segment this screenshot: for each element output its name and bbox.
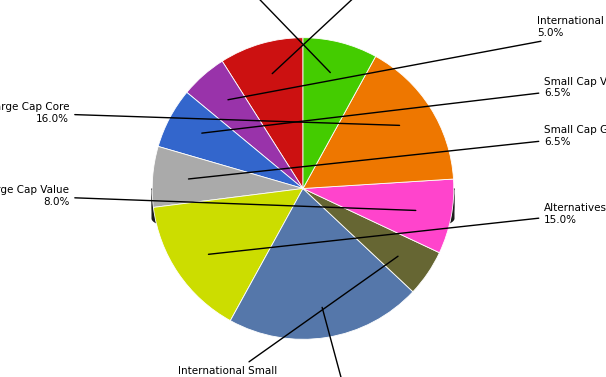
Ellipse shape — [152, 169, 454, 244]
Ellipse shape — [152, 164, 454, 239]
Ellipse shape — [152, 161, 454, 236]
Text: Small Cap Value
6.5%: Small Cap Value 6.5% — [202, 77, 606, 133]
Ellipse shape — [152, 163, 454, 238]
Wedge shape — [303, 56, 453, 188]
Wedge shape — [230, 188, 413, 339]
Ellipse shape — [152, 170, 454, 246]
Polygon shape — [152, 188, 454, 237]
Ellipse shape — [152, 165, 454, 241]
Wedge shape — [222, 38, 303, 188]
Wedge shape — [153, 188, 303, 321]
Ellipse shape — [152, 170, 454, 245]
Text: Large Cap Growth
8.0%: Large Cap Growth 8.0% — [196, 0, 330, 73]
Text: International Small Cap Equity
5.0%: International Small Cap Equity 5.0% — [228, 16, 606, 100]
Ellipse shape — [152, 158, 454, 234]
Text: International Equity
9.0%: International Equity 9.0% — [272, 0, 422, 74]
Wedge shape — [187, 61, 303, 188]
Ellipse shape — [152, 159, 454, 234]
Ellipse shape — [152, 168, 454, 244]
Ellipse shape — [152, 161, 454, 237]
Ellipse shape — [152, 167, 454, 242]
Ellipse shape — [152, 160, 454, 235]
Text: Large Cap Value
8.0%: Large Cap Value 8.0% — [0, 185, 416, 210]
Text: Alternatives
15.0%: Alternatives 15.0% — [208, 203, 606, 254]
Ellipse shape — [152, 171, 454, 247]
Text: Core Fixed Income
21.0%: Core Fixed Income 21.0% — [301, 307, 396, 377]
Text: Large Cap Core
16.0%: Large Cap Core 16.0% — [0, 102, 399, 126]
Wedge shape — [303, 188, 439, 292]
Wedge shape — [303, 38, 376, 188]
Text: International Small
Cap Equity 5.0%: International Small Cap Equity 5.0% — [178, 256, 398, 377]
Wedge shape — [152, 146, 303, 207]
Text: Small Cap Growth
6.5%: Small Cap Growth 6.5% — [188, 125, 606, 179]
Ellipse shape — [152, 166, 454, 241]
Ellipse shape — [152, 164, 454, 240]
Ellipse shape — [152, 162, 454, 238]
Wedge shape — [303, 179, 454, 253]
Wedge shape — [158, 92, 303, 188]
Ellipse shape — [152, 167, 454, 243]
